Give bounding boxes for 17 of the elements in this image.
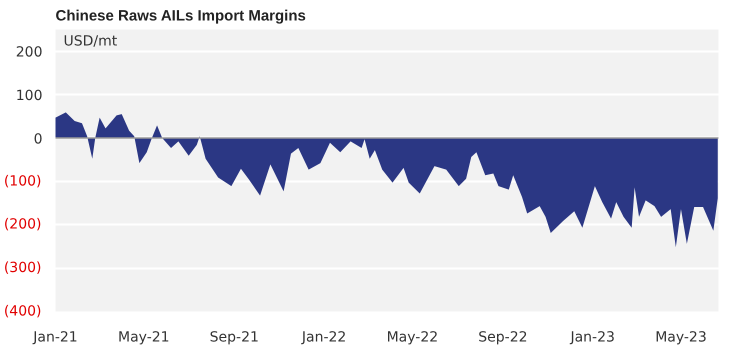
x-tick-label: May-21 — [118, 330, 170, 346]
x-tick-label: Sep-22 — [478, 330, 528, 346]
y-tick-label: 200 — [16, 44, 43, 61]
x-tick-label: Sep-21 — [210, 330, 259, 346]
y-tick-label: (200) — [4, 216, 42, 233]
x-tick-label: Jan-23 — [569, 330, 615, 346]
y-tick-label: 100 — [16, 88, 43, 104]
y-tick-label: (300) — [4, 260, 42, 276]
y-tick-label: (400) — [4, 304, 42, 320]
x-tick-label: May-22 — [386, 330, 438, 346]
x-tick-label: Jan-21 — [32, 330, 78, 346]
y-tick-label: 0 — [34, 131, 43, 148]
x-tick-label: Jan-22 — [300, 330, 346, 346]
x-tick-label: May-23 — [655, 330, 707, 346]
y-tick-label: (100) — [4, 173, 42, 190]
chart-title: Chinese Raws AILs Import Margins — [56, 8, 306, 24]
y-axis-title: USD/mt — [64, 34, 118, 50]
